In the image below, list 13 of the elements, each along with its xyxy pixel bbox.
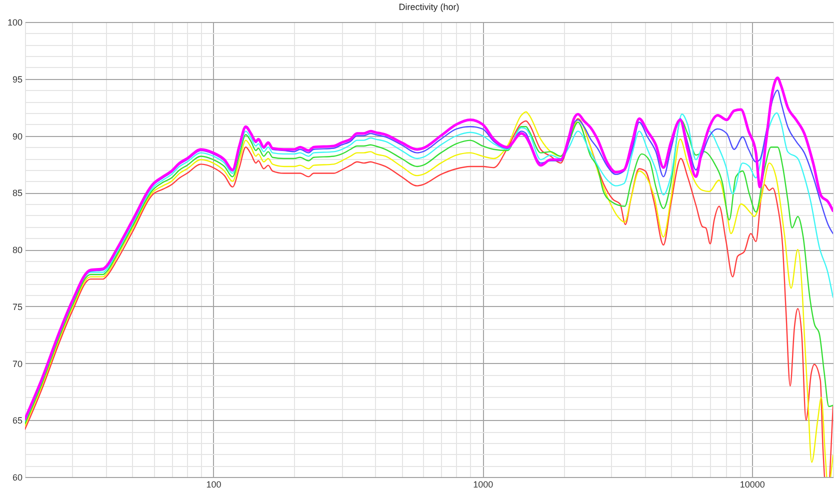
y-tick-label: 65 [12,416,22,426]
y-tick-label: 70 [12,358,22,369]
y-tick-label: 85 [12,188,22,198]
x-tick-label: 1000 [473,480,494,490]
x-tick-label: 100 [206,480,222,490]
y-tick-label: 80 [12,245,22,255]
y-tick-label: 90 [12,131,22,142]
y-tick-label: 75 [12,302,22,312]
y-tick-label: 95 [12,74,22,84]
y-tick-label: 100 [7,18,22,28]
y-tick-label: 60 [12,472,22,482]
chart-title: Directivity (hor) [398,2,460,12]
x-tick-label: 10000 [740,480,765,490]
